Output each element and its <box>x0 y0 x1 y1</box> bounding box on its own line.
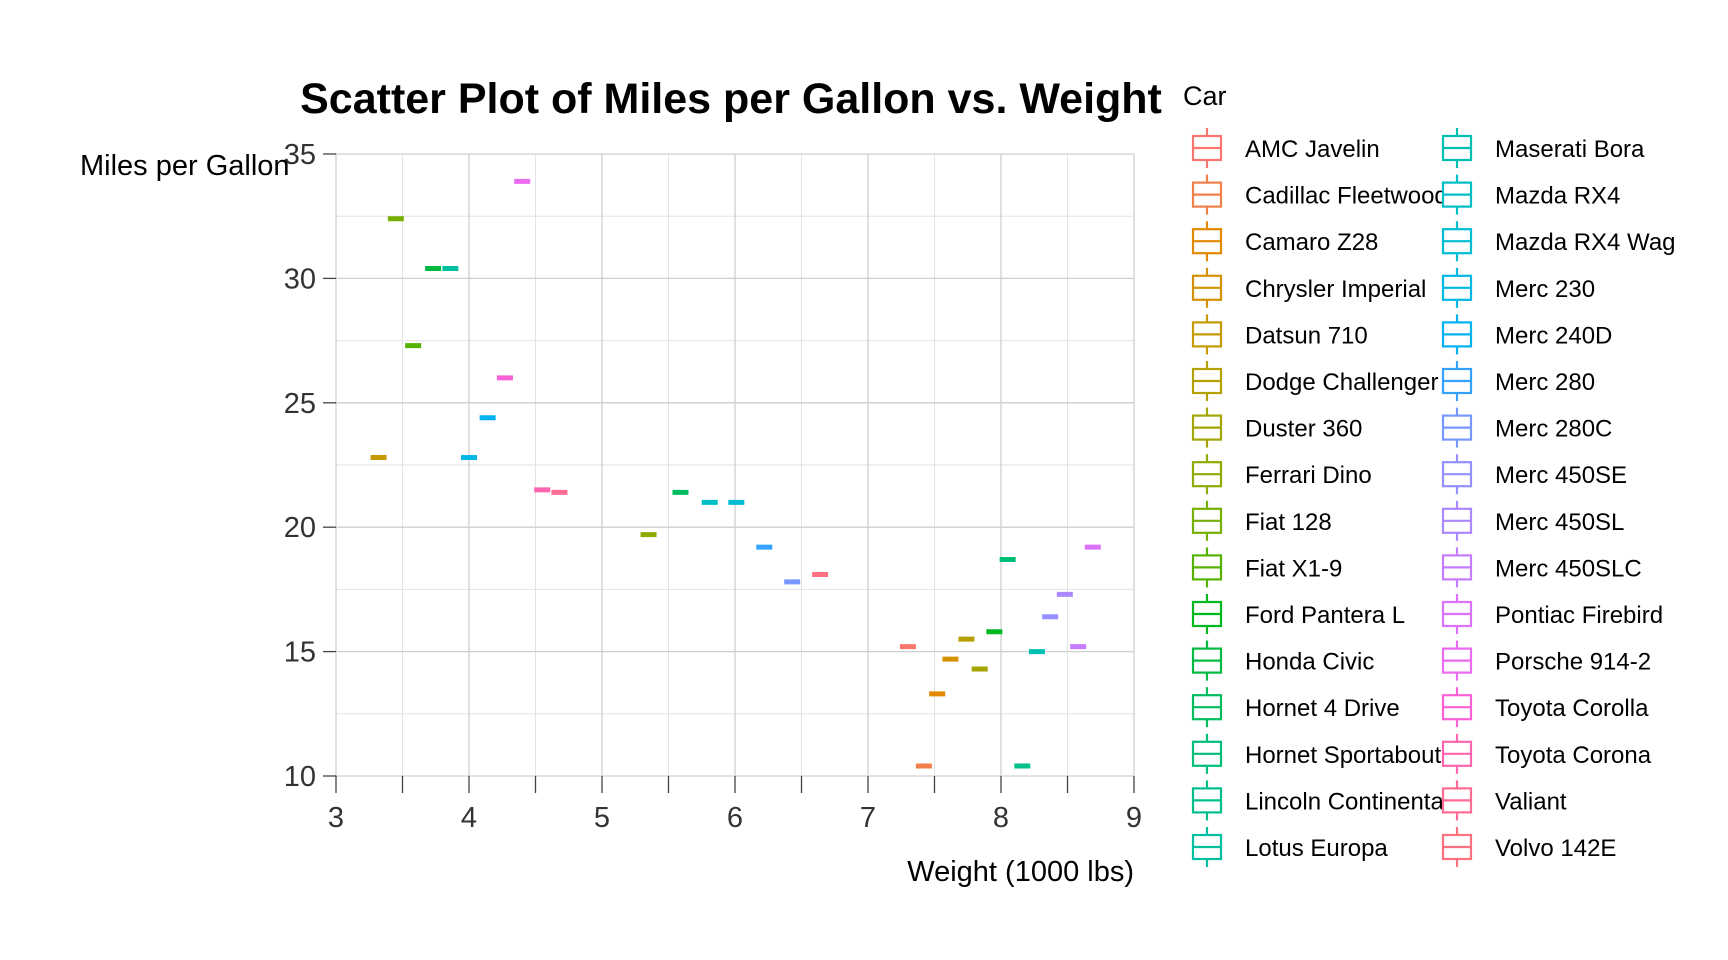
x-tick-label: 6 <box>727 802 743 834</box>
legend-label: Ford Pantera L <box>1245 602 1405 629</box>
legend-item: Chrysler Imperial <box>1191 267 1426 308</box>
legend-label: Toyota Corolla <box>1495 695 1649 722</box>
legend-item: Porsche 914-2 <box>1441 640 1651 681</box>
legend-item: Camaro Z28 <box>1191 221 1378 262</box>
legend-item: Ferrari Dino <box>1191 454 1372 495</box>
legend-label: Merc 450SL <box>1495 509 1624 536</box>
legend-item: Cadillac Fleetwood <box>1191 174 1448 215</box>
legend-label: Porsche 914-2 <box>1495 649 1651 676</box>
legend-item: Valiant <box>1441 780 1567 821</box>
legend-item: Lincoln Continental <box>1191 780 1449 821</box>
x-tick-label: 4 <box>461 802 477 834</box>
legend-label: Datsun 710 <box>1245 322 1368 349</box>
y-tick-label: 30 <box>284 263 316 295</box>
axis-ticks <box>323 153 1135 793</box>
legend-label: AMC Javelin <box>1245 136 1380 163</box>
legend-label: Ferrari Dino <box>1245 462 1372 489</box>
y-tick-label: 10 <box>284 761 316 793</box>
legend-label: Mazda RX4 <box>1495 183 1620 210</box>
legend-label: Toyota Corona <box>1495 742 1652 769</box>
legend-item: Pontiac Firebird <box>1441 594 1663 634</box>
legend-item: Merc 280C <box>1441 407 1612 448</box>
legend-item: Dodge Challenger <box>1191 361 1438 401</box>
legend-item: Mazda RX4 <box>1441 174 1620 215</box>
legend-label: Dodge Challenger <box>1245 369 1438 396</box>
legend-label: Hornet Sportabout <box>1245 742 1441 769</box>
legend-item: Honda Civic <box>1191 640 1374 681</box>
legend-items: AMC Javelin Cadillac Fleetwood Camaro Z28 C… <box>1191 128 1676 867</box>
legend-item: Hornet Sportabout <box>1191 733 1441 774</box>
legend-label: Hornet 4 Drive <box>1245 695 1400 722</box>
x-tick-label: 7 <box>860 802 876 834</box>
legend-label: Merc 450SLC <box>1495 555 1642 582</box>
legend-label: Volvo 142E <box>1495 835 1616 862</box>
major-gridlines <box>335 153 1135 777</box>
legend-item: Maserati Bora <box>1441 128 1645 168</box>
legend-label: Merc 280C <box>1495 416 1612 443</box>
legend-label: Lincoln Continental <box>1245 788 1449 815</box>
legend-item: Merc 450SL <box>1441 500 1624 541</box>
y-axis-label: Miles per Gallon <box>80 150 290 182</box>
y-tick-label: 25 <box>284 388 316 420</box>
legend-label: Cadillac Fleetwood <box>1245 183 1448 210</box>
x-tick-label: 9 <box>1126 802 1142 834</box>
x-tick-label: 8 <box>993 802 1009 834</box>
legend-label: Honda Civic <box>1245 649 1374 676</box>
legend-item: Volvo 142E <box>1441 827 1616 867</box>
legend-title: Car <box>1183 81 1227 111</box>
legend-label: Fiat 128 <box>1245 509 1332 536</box>
legend-item: Hornet 4 Drive <box>1191 687 1400 728</box>
legend-label: Merc 230 <box>1495 276 1595 303</box>
legend-item: Fiat 128 <box>1191 500 1332 541</box>
legend-label: Valiant <box>1495 788 1567 815</box>
legend-label: Camaro Z28 <box>1245 229 1378 256</box>
legend-item: Merc 240D <box>1441 314 1612 355</box>
legend: Car AMC Javelin Cadillac Fleetwood Camaro … <box>1183 81 1676 867</box>
plot-panel: 3 4 5 6 7 8 9 10 15 20 25 30 35 <box>284 139 1142 834</box>
x-axis-tick-labels: 3 4 5 6 7 8 9 <box>328 802 1142 834</box>
data-points <box>370 178 1101 769</box>
legend-label: Chrysler Imperial <box>1245 276 1426 303</box>
legend-item: Datsun 710 <box>1191 314 1368 355</box>
legend-label: Maserati Bora <box>1495 136 1645 163</box>
x-tick-label: 3 <box>328 802 344 834</box>
legend-item: Duster 360 <box>1191 407 1362 448</box>
legend-label: Mazda RX4 Wag <box>1495 229 1676 256</box>
chart-title: Scatter Plot of Miles per Gallon vs. Wei… <box>300 75 1162 123</box>
legend-item: Mazda RX4 Wag <box>1441 221 1676 262</box>
legend-label: Pontiac Firebird <box>1495 602 1663 629</box>
legend-item: Fiat X1-9 <box>1191 547 1342 588</box>
legend-item: Toyota Corolla <box>1441 687 1649 728</box>
legend-item: Ford Pantera L <box>1191 594 1405 634</box>
legend-label: Fiat X1-9 <box>1245 555 1342 582</box>
legend-item: Lotus Europa <box>1191 827 1388 867</box>
legend-item: Merc 450SE <box>1441 454 1627 495</box>
legend-item: Merc 280 <box>1441 361 1595 401</box>
y-tick-label: 20 <box>284 512 316 544</box>
legend-label: Merc 240D <box>1495 322 1612 349</box>
x-axis-label: Weight (1000 lbs) <box>907 856 1134 888</box>
y-tick-label: 15 <box>284 637 316 669</box>
legend-item: Merc 230 <box>1441 267 1595 308</box>
legend-item: Toyota Corona <box>1441 733 1652 774</box>
legend-label: Merc 450SE <box>1495 462 1627 489</box>
legend-label: Lotus Europa <box>1245 835 1388 862</box>
y-axis-tick-labels: 10 15 20 25 30 35 <box>284 139 316 793</box>
legend-item: AMC Javelin <box>1191 128 1380 168</box>
legend-label: Merc 280 <box>1495 369 1595 396</box>
y-tick-label: 35 <box>284 139 316 171</box>
legend-label: Duster 360 <box>1245 416 1362 443</box>
x-tick-label: 5 <box>594 802 610 834</box>
legend-item: Merc 450SLC <box>1441 547 1642 588</box>
